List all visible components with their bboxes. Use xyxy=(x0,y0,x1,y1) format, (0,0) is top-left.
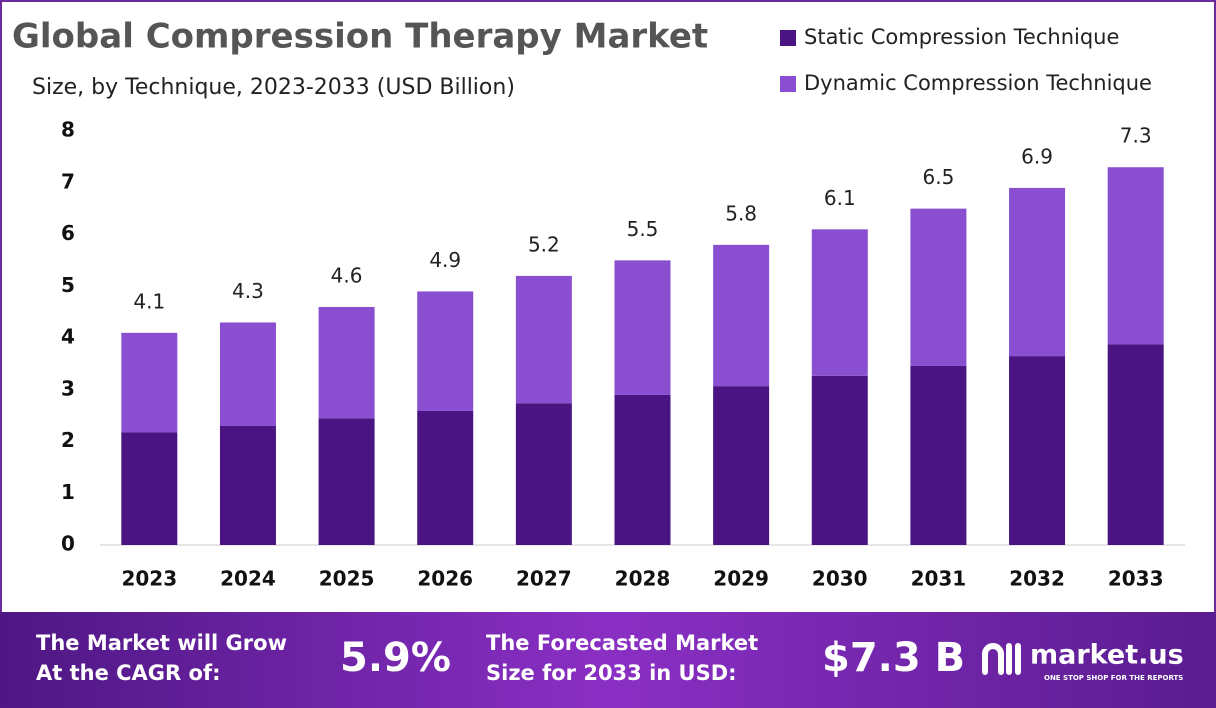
bar-segment xyxy=(219,322,276,426)
total-label: 4.6 xyxy=(331,263,363,287)
total-label: 5.8 xyxy=(725,201,757,225)
x-tick-label: 2024 xyxy=(220,567,276,591)
x-tick-label: 2023 xyxy=(121,567,177,591)
y-tick-label: 5 xyxy=(61,273,75,297)
bar-segment xyxy=(1009,187,1066,357)
bar-segment xyxy=(910,365,967,545)
forecast-text: Size for 2033 in USD: xyxy=(486,661,737,685)
x-tick-label: 2030 xyxy=(812,567,868,591)
bar-segment xyxy=(515,275,572,404)
x-tick-label: 2033 xyxy=(1108,567,1164,591)
footer-band xyxy=(0,612,1216,708)
legend-swatch xyxy=(780,30,796,46)
y-tick-label: 8 xyxy=(61,118,75,142)
forecast-value: $7.3 B xyxy=(822,635,965,681)
total-label: 4.3 xyxy=(232,279,264,303)
bar-segment xyxy=(713,244,770,387)
forecast-text: The Forecasted Market xyxy=(486,631,758,655)
total-label: 6.9 xyxy=(1021,144,1053,168)
y-tick-label: 4 xyxy=(61,325,75,349)
total-label: 4.9 xyxy=(429,248,461,272)
bar-segment xyxy=(910,208,967,366)
bar-segment xyxy=(614,260,671,395)
x-tick-label: 2028 xyxy=(615,567,671,591)
cagr-text: At the CAGR of: xyxy=(36,661,221,685)
cagr-value: 5.9% xyxy=(340,635,451,681)
bar-segment xyxy=(417,410,474,545)
x-tick-label: 2029 xyxy=(713,567,769,591)
total-label: 5.5 xyxy=(627,217,659,241)
y-tick-label: 2 xyxy=(61,428,75,452)
x-tick-label: 2025 xyxy=(319,567,375,591)
y-tick-label: 1 xyxy=(61,480,75,504)
brand: market.us xyxy=(1030,640,1184,671)
legend-label: Static Compression Technique xyxy=(804,25,1119,49)
bar-segment xyxy=(121,432,178,545)
total-label: 7.3 xyxy=(1120,124,1152,148)
chart-title: Global Compression Therapy Market xyxy=(12,17,708,57)
x-tick-label: 2027 xyxy=(516,567,572,591)
bar-segment xyxy=(1107,167,1164,345)
total-label: 4.1 xyxy=(133,289,165,313)
footer: The Market will Grow At the CAGR of: 5.9… xyxy=(36,631,1184,685)
bar-segment xyxy=(1107,344,1164,545)
y-tick-label: 7 xyxy=(61,169,75,193)
bar-segment xyxy=(417,291,474,411)
tagline: ONE STOP SHOP FOR THE REPORTS xyxy=(1044,674,1183,682)
bar-segment xyxy=(515,403,572,545)
legend-swatch xyxy=(780,76,796,92)
bar-segment xyxy=(1009,356,1066,545)
bar-segment xyxy=(811,229,868,376)
x-tick-label: 2026 xyxy=(417,567,473,591)
bar-segment xyxy=(811,375,868,545)
x-tick-label: 2032 xyxy=(1009,567,1065,591)
bar-segment xyxy=(318,306,375,419)
brand-logo xyxy=(982,643,1021,675)
bar-segment xyxy=(713,386,770,545)
y-tick-label: 6 xyxy=(61,221,75,245)
bar-segment xyxy=(121,332,178,433)
total-label: 6.5 xyxy=(923,165,955,189)
bar-segment xyxy=(318,418,375,545)
total-label: 5.2 xyxy=(528,232,560,256)
x-tick-label: 2031 xyxy=(911,567,967,591)
bar-segment xyxy=(614,394,671,545)
y-tick-label: 0 xyxy=(61,532,75,556)
total-label: 6.1 xyxy=(824,186,856,210)
chart-subtitle: Size, by Technique, 2023-2033 (USD Billi… xyxy=(32,75,515,100)
cagr-text: The Market will Grow xyxy=(36,631,287,655)
legend-label: Dynamic Compression Technique xyxy=(804,71,1152,95)
y-tick-label: 3 xyxy=(61,376,75,400)
bar-segment xyxy=(219,425,276,545)
